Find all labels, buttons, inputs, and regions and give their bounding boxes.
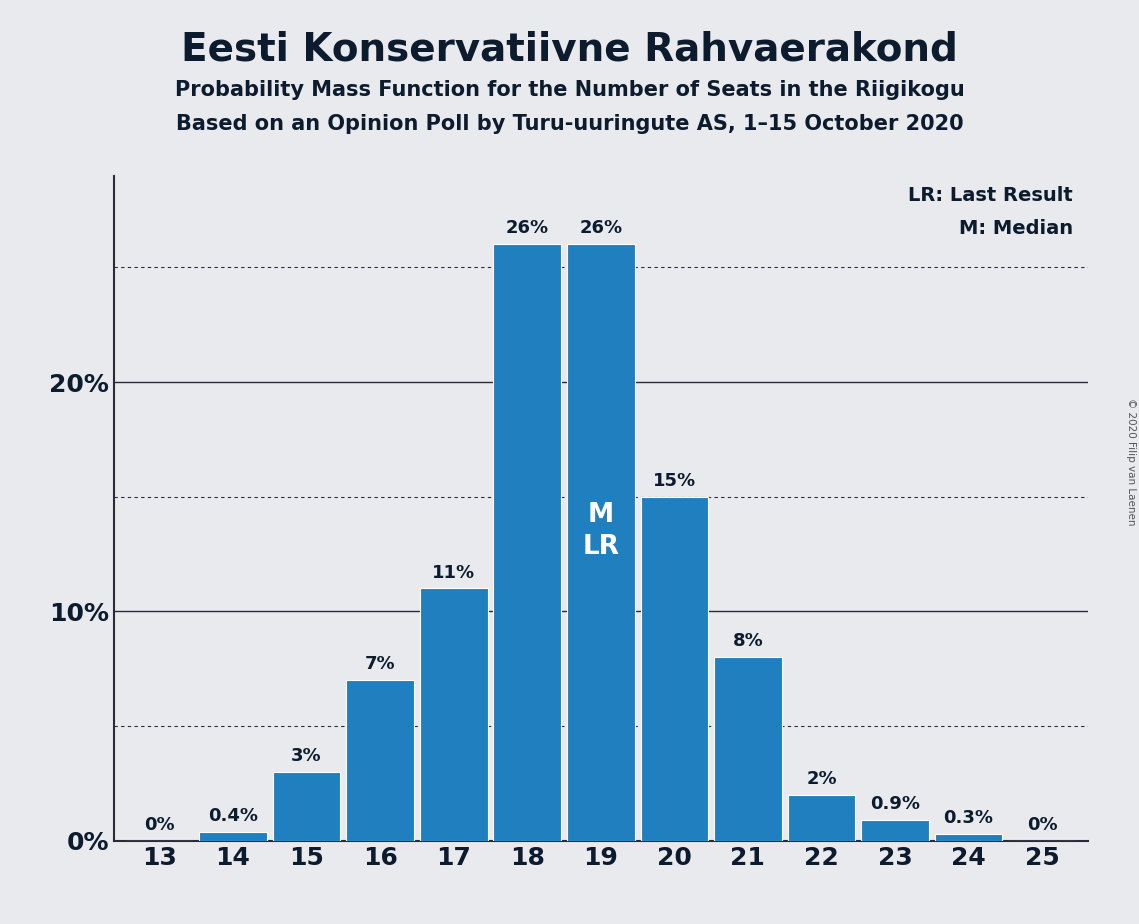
Text: 0.4%: 0.4%	[208, 807, 259, 825]
Bar	[346, 680, 413, 841]
Bar	[861, 821, 929, 841]
Text: © 2020 Filip van Laenen: © 2020 Filip van Laenen	[1126, 398, 1136, 526]
Text: 26%: 26%	[580, 220, 622, 237]
Bar	[640, 497, 708, 841]
Text: 3%: 3%	[292, 748, 322, 765]
Bar	[714, 657, 781, 841]
Text: Eesti Konservatiivne Rahvaerakond: Eesti Konservatiivne Rahvaerakond	[181, 30, 958, 68]
Text: Based on an Opinion Poll by Turu-uuringute AS, 1–15 October 2020: Based on an Opinion Poll by Turu-uuringu…	[175, 114, 964, 134]
Text: 15%: 15%	[653, 472, 696, 490]
Text: 11%: 11%	[432, 564, 475, 581]
Bar	[493, 244, 562, 841]
Text: 0.3%: 0.3%	[943, 809, 993, 827]
Text: LR: Last Result: LR: Last Result	[909, 186, 1073, 204]
Text: 0%: 0%	[1027, 816, 1057, 834]
Text: M
LR: M LR	[582, 502, 620, 560]
Text: M: Median: M: Median	[959, 219, 1073, 237]
Bar	[567, 244, 634, 841]
Text: 0.9%: 0.9%	[870, 796, 920, 813]
Text: 8%: 8%	[732, 632, 763, 650]
Bar	[788, 795, 855, 841]
Bar	[272, 772, 341, 841]
Text: 0%: 0%	[145, 816, 174, 834]
Bar	[199, 832, 267, 841]
Bar	[420, 589, 487, 841]
Text: Probability Mass Function for the Number of Seats in the Riigikogu: Probability Mass Function for the Number…	[174, 80, 965, 101]
Bar	[935, 834, 1002, 841]
Text: 7%: 7%	[364, 655, 395, 674]
Text: 26%: 26%	[506, 220, 549, 237]
Text: 2%: 2%	[806, 770, 837, 788]
